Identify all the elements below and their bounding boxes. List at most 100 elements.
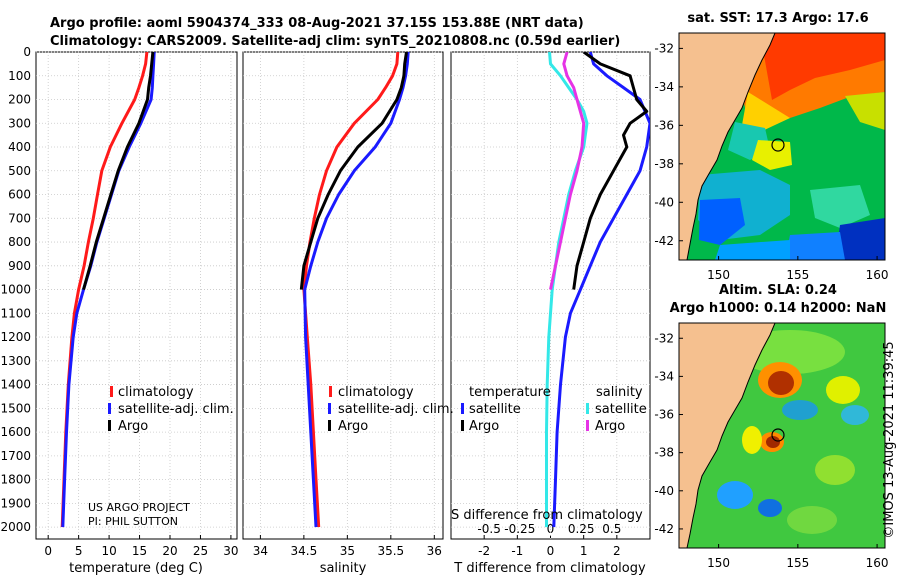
sst-lime-patch xyxy=(845,92,885,130)
map-x-tick-label: 155 xyxy=(786,268,809,282)
map-y-tick-label: -34 xyxy=(654,80,674,94)
x-tick-label: -2 xyxy=(478,544,490,558)
secondary-x-tick-label: -0.5 xyxy=(477,522,500,536)
x-tick-label: 5 xyxy=(75,544,83,558)
sla-map-title-line2: Argo h1000: 0.14 h2000: NaN xyxy=(670,301,887,316)
sst-deep-blue-patch xyxy=(835,218,885,260)
legend-swatch-temp-argo xyxy=(461,420,464,431)
tick-layer: 0 5 10 15 20 25 30 34 34.5 35 35.5 36 -2 -1 0 1 20100200… xyxy=(0,45,621,558)
depth-tick-label: 1800 xyxy=(0,473,31,487)
sla-argo-marker xyxy=(771,428,785,442)
salinity-legend: climatology satellite-adj. clim. Argo xyxy=(328,385,454,434)
legend-label-temp-argo: Argo xyxy=(469,419,499,434)
legend-swatch-argo xyxy=(328,420,331,431)
sla-map-title-line1: Altim. SLA: 0.24 xyxy=(719,283,837,298)
map-y-tick-label: -42 xyxy=(654,522,674,536)
x-tick-label: 20 xyxy=(162,544,177,558)
depth-tick-label: 600 xyxy=(8,188,31,202)
temperature-xlabel: temperature (deg C) xyxy=(69,561,203,576)
x-tick-label: 25 xyxy=(193,544,208,558)
legend-label-argo: Argo xyxy=(338,419,368,434)
map-x-tick-label: 150 xyxy=(707,268,730,282)
sla-blue-eddy-small xyxy=(758,499,782,517)
map-x-tick-label: 160 xyxy=(866,268,889,282)
salinity-panel-frame xyxy=(242,51,444,540)
legend-swatch-sal-argo xyxy=(586,420,589,431)
depth-tick-label: 700 xyxy=(8,211,31,225)
sla-cyan-eddy xyxy=(782,400,818,420)
map-tick-layer: 150 155 160 -32 -34 -36 -38 -40 -42 150 155 160 -32 -… xyxy=(654,41,888,570)
depth-tick-label: 200 xyxy=(8,93,31,107)
sst-map-title: sat. SST: 17.3 Argo: 17.6 xyxy=(687,11,868,26)
map-y-tick-label: -40 xyxy=(654,195,674,209)
series-line-salinity-satellite xyxy=(545,52,589,528)
depth-tick-label: 500 xyxy=(8,164,31,178)
legend-label-satellite: satellite-adj. clim. xyxy=(338,402,454,417)
x-tick-label: 2 xyxy=(613,544,621,558)
sla-yellow-eddy xyxy=(826,376,860,404)
series-line-salinity-argo xyxy=(549,52,586,290)
map-y-tick-label: -34 xyxy=(654,369,674,383)
map-y-tick-label: -40 xyxy=(654,484,674,498)
sla-blue-eddy xyxy=(717,481,753,509)
depth-tick-label: 100 xyxy=(8,69,31,83)
depth-tick-label: 1000 xyxy=(0,283,31,297)
legend-swatch-climatology xyxy=(110,386,113,397)
series-line-argo xyxy=(299,52,408,290)
depth-tick-label: 1600 xyxy=(0,425,31,439)
legend-label-temp-satellite: satellite xyxy=(469,402,521,417)
secondary-x-tick-label: 0.25 xyxy=(568,522,595,536)
project-label: US ARGO PROJECT xyxy=(88,501,190,514)
sla-green-patch xyxy=(787,506,837,534)
depth-tick-label: 2000 xyxy=(0,520,31,534)
x-tick-label: 34 xyxy=(253,544,268,558)
x-tick-label: 35 xyxy=(340,544,355,558)
sst-seafoam-patch xyxy=(810,185,870,228)
map-y-tick-label: -38 xyxy=(654,157,674,171)
map-x-tick-label: 150 xyxy=(707,556,730,570)
depth-tick-label: 1200 xyxy=(0,330,31,344)
map-y-tick-label: -42 xyxy=(654,234,674,248)
sla-red-eddy xyxy=(768,371,794,395)
sst-map xyxy=(679,33,885,260)
depth-tick-label: 300 xyxy=(8,116,31,130)
depth-tick-label: 1100 xyxy=(0,306,31,320)
sla-map xyxy=(679,323,885,548)
figure-title-line1: Argo profile: aoml 5904374_333 08-Aug-20… xyxy=(50,16,584,31)
depth-tick-label: 800 xyxy=(8,235,31,249)
sla-land-australia xyxy=(679,323,776,548)
secondary-x-tick-label: 0.5 xyxy=(602,522,621,536)
temperature-series-group xyxy=(60,52,156,528)
depth-tick-label: 1700 xyxy=(0,449,31,463)
legend-label-sal-satellite: satellite xyxy=(595,402,647,417)
x-tick-label: 30 xyxy=(223,544,238,558)
salinity-xlabel: salinity xyxy=(320,561,367,576)
grid-layer xyxy=(36,51,650,539)
legend-title-temperature: temperature xyxy=(469,385,551,400)
series-line-climatology xyxy=(302,52,400,528)
depth-tick-label: 900 xyxy=(8,259,31,273)
series-line-satellite-adj-clim- xyxy=(303,52,410,528)
x-tick-label: 35.5 xyxy=(377,544,404,558)
map-y-tick-label: -32 xyxy=(654,41,674,55)
secondary-x-tick-label: -0.25 xyxy=(504,522,535,536)
legend-swatch-climatology xyxy=(329,386,332,397)
legend-swatch-sal-satellite xyxy=(586,403,589,414)
legend-swatch-satellite xyxy=(328,403,331,414)
x-tick-label: 36 xyxy=(427,544,442,558)
difference-series-group xyxy=(545,52,650,528)
sla-red-eddy-small xyxy=(766,436,780,448)
legend-label-satellite: satellite-adj. clim. xyxy=(118,402,234,417)
sst-hot-region xyxy=(760,33,885,100)
legend-label-climatology: climatology xyxy=(118,385,194,400)
sla-map-frame xyxy=(678,322,886,549)
series-line-temperature-argo xyxy=(572,52,649,290)
series-line-temperature-satellite xyxy=(552,52,650,528)
sst-blue-patch-left xyxy=(699,198,745,245)
imos-timestamp: ©IMOS 13-Aug-2021 11:39:45 xyxy=(882,341,897,538)
salinity-difference-xlabel: S difference from climatology xyxy=(451,508,643,523)
depth-tick-label: 1500 xyxy=(0,401,31,415)
sst-map-frame xyxy=(678,32,886,261)
x-tick-label: 34.5 xyxy=(291,544,318,558)
sst-azure-patch xyxy=(715,240,790,260)
